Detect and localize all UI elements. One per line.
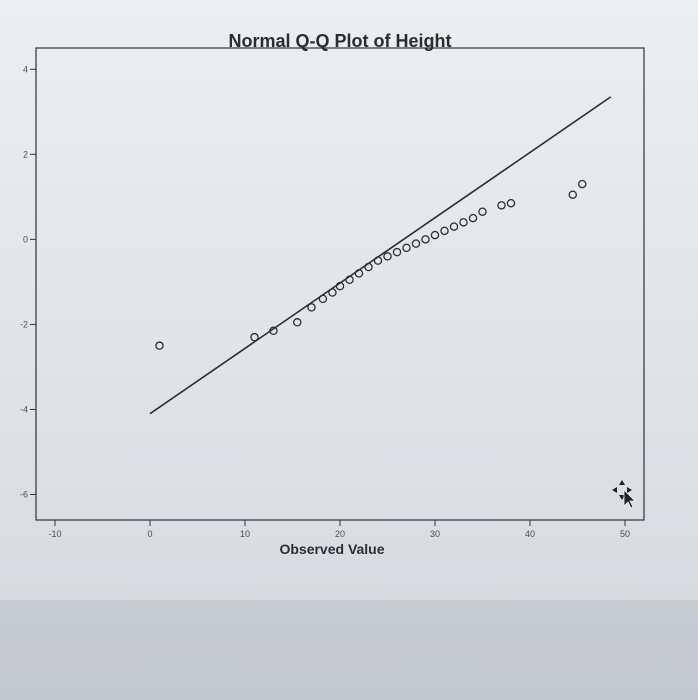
data-point bbox=[354, 269, 364, 278]
chart-panel bbox=[0, 0, 698, 600]
y-tick-label: 0 bbox=[23, 234, 28, 244]
data-point bbox=[383, 252, 392, 261]
move-cursor-icon bbox=[612, 480, 636, 509]
data-point bbox=[402, 243, 411, 253]
x-tick-label: 0 bbox=[147, 529, 152, 539]
data-point bbox=[421, 235, 430, 244]
axis-ticks bbox=[30, 68, 626, 526]
x-tick-label: 30 bbox=[430, 529, 440, 539]
data-point bbox=[440, 226, 449, 236]
data-point bbox=[269, 326, 278, 336]
x-tick-label: 10 bbox=[240, 529, 250, 539]
data-point bbox=[468, 213, 478, 223]
data-point bbox=[568, 190, 578, 199]
y-tick-label: -4 bbox=[20, 404, 28, 414]
data-point bbox=[449, 222, 459, 231]
data-point bbox=[373, 256, 383, 265]
data-point bbox=[578, 179, 587, 189]
chart-title: Normal Q-Q Plot of Height bbox=[229, 31, 452, 51]
data-point bbox=[307, 303, 316, 312]
y-tick-label: -2 bbox=[20, 319, 28, 329]
data-point bbox=[459, 218, 468, 227]
y-tick-label: -6 bbox=[20, 489, 28, 499]
data-point bbox=[292, 318, 302, 327]
y-tick-label: 2 bbox=[23, 149, 28, 159]
data-points bbox=[155, 179, 587, 350]
data-point bbox=[335, 281, 345, 291]
data-point bbox=[506, 198, 516, 208]
reference-line bbox=[149, 96, 612, 415]
x-tick-label: 40 bbox=[525, 529, 535, 539]
x-tick-label: 50 bbox=[620, 529, 630, 539]
data-point bbox=[478, 207, 487, 216]
data-point bbox=[345, 275, 354, 284]
x-tick-label: -10 bbox=[48, 529, 61, 539]
data-point bbox=[318, 294, 328, 304]
data-point bbox=[392, 247, 402, 257]
x-axis-label: Observed Value bbox=[279, 541, 384, 557]
data-point bbox=[497, 201, 506, 210]
data-point bbox=[328, 288, 337, 297]
data-point bbox=[155, 341, 164, 350]
x-tick-label: 20 bbox=[335, 529, 345, 539]
data-point bbox=[364, 262, 373, 272]
data-point bbox=[250, 332, 259, 342]
data-point bbox=[411, 239, 421, 248]
data-point bbox=[430, 230, 440, 240]
y-tick-label: 4 bbox=[23, 64, 28, 74]
